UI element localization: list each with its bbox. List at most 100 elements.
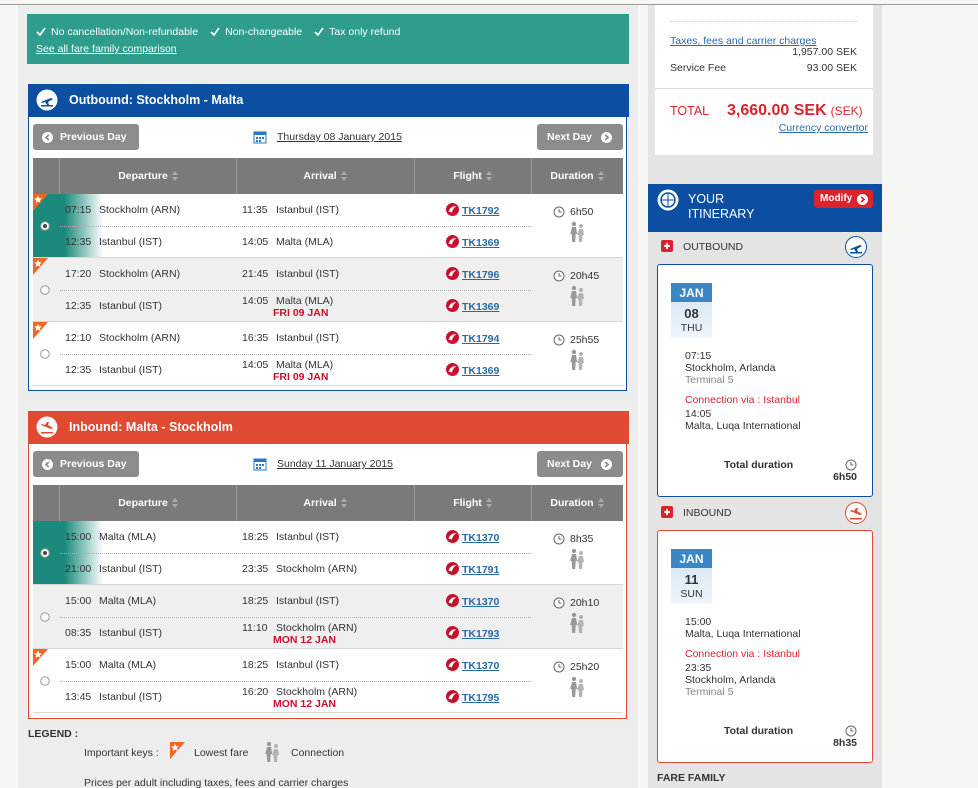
- column-label[interactable]: Duration: [550, 170, 594, 182]
- column-header[interactable]: Arrival: [236, 485, 414, 521]
- column-header[interactable]: Arrival: [236, 158, 414, 194]
- sort-icon-part: [597, 171, 604, 181]
- itinerary-box: JAN 08 THU 07:15 Stockholm, Arlanda Terminal …: [657, 264, 873, 497]
- airline-logo-part: [446, 658, 459, 671]
- airline-logo: [446, 235, 459, 248]
- button-label[interactable]: Previous Day: [60, 458, 127, 470]
- duration: 25h55: [570, 334, 600, 346]
- modify-label[interactable]: Modify: [820, 193, 853, 204]
- button-label[interactable]: Next Day: [547, 458, 592, 470]
- month: JAN: [679, 286, 704, 300]
- fare-option[interactable]: 07:15 Stockholm (ARN) 11:35 Istanbul (IST) T…: [33, 194, 623, 258]
- flight-link[interactable]: TK1793: [462, 628, 500, 640]
- taxes-link[interactable]: Taxes, fees and carrier charges: [670, 35, 817, 47]
- flight-link[interactable]: TK1369: [462, 237, 500, 249]
- departure-time: 12:35: [65, 300, 92, 312]
- arrow-icon-part: [42, 132, 53, 143]
- connection-icon-part: [570, 548, 584, 569]
- total-duration: 6h50: [833, 471, 857, 483]
- arrival-place: Stockholm (ARN): [276, 622, 358, 634]
- sort-icon-part: [485, 171, 492, 175]
- arrival-place: Stockholm (ARN): [276, 563, 358, 575]
- flight-link[interactable]: TK1369: [462, 301, 500, 313]
- flight-link[interactable]: TK1791: [462, 564, 500, 576]
- column-header[interactable]: Flight: [414, 158, 531, 194]
- direction-icon-part: [850, 518, 862, 520]
- fare-banner: No cancellation/Non-refundable Non-change…: [27, 14, 629, 64]
- previous-day-button[interactable]: Previous Day: [33, 124, 139, 150]
- column-header[interactable]: Duration: [531, 485, 623, 521]
- next-day-button[interactable]: Next Day: [537, 451, 623, 477]
- flight-link[interactable]: TK1796: [462, 269, 500, 281]
- column-header[interactable]: Duration: [531, 158, 623, 194]
- direction-icon-part: [845, 236, 867, 258]
- column-label[interactable]: Flight: [453, 497, 482, 509]
- airline-logo-part: [446, 235, 459, 248]
- fare-option[interactable]: 12:10 Stockholm (ARN) 16:35 Istanbul (IST) T…: [33, 322, 623, 386]
- flight-link[interactable]: TK1370: [462, 660, 500, 672]
- previous-day-button[interactable]: Previous Day: [33, 451, 139, 477]
- button-label[interactable]: Next Day: [547, 131, 592, 143]
- fare-comparison-link[interactable]: See all fare family comparison: [36, 43, 177, 55]
- arrow-icon-part: [42, 459, 53, 470]
- connection-icon-part: [577, 556, 584, 569]
- column-divider: [59, 158, 60, 194]
- arrow-icon-part: [604, 134, 610, 141]
- connection-icon-part: [571, 221, 577, 227]
- flight-link[interactable]: TK1370: [462, 532, 500, 544]
- fare-option[interactable]: 15:00 Malta (MLA) 18:25 Istanbul (IST) TK137…: [33, 521, 623, 585]
- departure-time: 12:10: [65, 332, 92, 344]
- leg-separator: [60, 553, 531, 554]
- date-link[interactable]: Sunday 11 January 2015: [277, 458, 393, 470]
- button-label[interactable]: Previous Day: [60, 131, 127, 143]
- column-divider: [531, 158, 532, 194]
- sort-icon-part: [340, 177, 347, 181]
- flight-link[interactable]: TK1794: [462, 333, 500, 345]
- time: 15:00: [685, 616, 712, 628]
- column-header[interactable]: Flight: [414, 485, 531, 521]
- airline-logo-part: [448, 206, 457, 213]
- column-label[interactable]: Duration: [550, 497, 594, 509]
- arrow-icon: [857, 194, 868, 205]
- connection-icon-part: [579, 679, 583, 683]
- fare-option[interactable]: 17:20 Stockholm (ARN) 21:45 Istanbul (IST) T…: [33, 258, 623, 322]
- next-day-button[interactable]: Next Day: [537, 124, 623, 150]
- sort-icon-part: [485, 504, 492, 508]
- column-label[interactable]: Departure: [118, 170, 168, 182]
- airline-logo-part: [446, 299, 459, 312]
- itinerary-section-label: OUTBOUND: [683, 241, 744, 253]
- feature-text: Non-changeable: [225, 26, 303, 38]
- legend-title: LEGEND :: [28, 728, 79, 740]
- lowest-fare-icon-part: [34, 323, 42, 331]
- check-icon-part: [210, 27, 220, 37]
- radio-button: [40, 612, 50, 622]
- column-header[interactable]: Departure: [60, 158, 236, 194]
- flight-link[interactable]: TK1795: [462, 692, 500, 704]
- expand-icon-part: [664, 509, 670, 515]
- check-icon: [36, 27, 46, 37]
- top-border: [0, 4, 978, 5]
- clock-icon: [553, 533, 565, 545]
- column-label[interactable]: Departure: [118, 497, 168, 509]
- column-label[interactable]: Flight: [453, 170, 482, 182]
- flight-link[interactable]: TK1370: [462, 596, 500, 608]
- flight-link[interactable]: TK1369: [462, 365, 500, 377]
- fare-family-label: FARE FAMILY: [657, 772, 726, 784]
- airline-logo-part: [446, 363, 459, 376]
- fare-option[interactable]: 15:00 Malta (MLA) 18:25 Istanbul (IST) TK137…: [33, 649, 623, 713]
- currency-convertor-link[interactable]: Currency convertor: [778, 122, 868, 134]
- separator: [655, 88, 873, 89]
- expand-icon-part: [664, 243, 670, 249]
- column-label[interactable]: Arrival: [303, 497, 337, 509]
- sort-icon-part: [485, 177, 492, 181]
- fare-option[interactable]: 15:00 Malta (MLA) 18:25 Istanbul (IST) TK137…: [33, 585, 623, 649]
- modify-button[interactable]: Modify: [814, 190, 873, 208]
- separator: [670, 21, 858, 22]
- calendar-icon-part: [262, 464, 264, 466]
- flight-link[interactable]: TK1792: [462, 205, 500, 217]
- column-divider: [414, 485, 415, 521]
- column-header[interactable]: Departure: [60, 485, 236, 521]
- date-link[interactable]: Thursday 08 January 2015: [277, 131, 402, 143]
- column-label[interactable]: Arrival: [303, 170, 337, 182]
- calendar-icon-part: [256, 467, 258, 469]
